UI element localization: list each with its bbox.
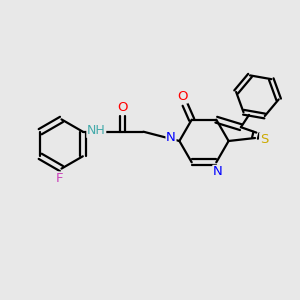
Text: F: F bbox=[56, 172, 64, 185]
Text: O: O bbox=[117, 101, 128, 114]
Text: S: S bbox=[260, 133, 268, 146]
Text: O: O bbox=[178, 90, 188, 103]
Text: NH: NH bbox=[87, 124, 106, 137]
Text: N: N bbox=[213, 165, 223, 178]
Text: N: N bbox=[166, 131, 176, 144]
